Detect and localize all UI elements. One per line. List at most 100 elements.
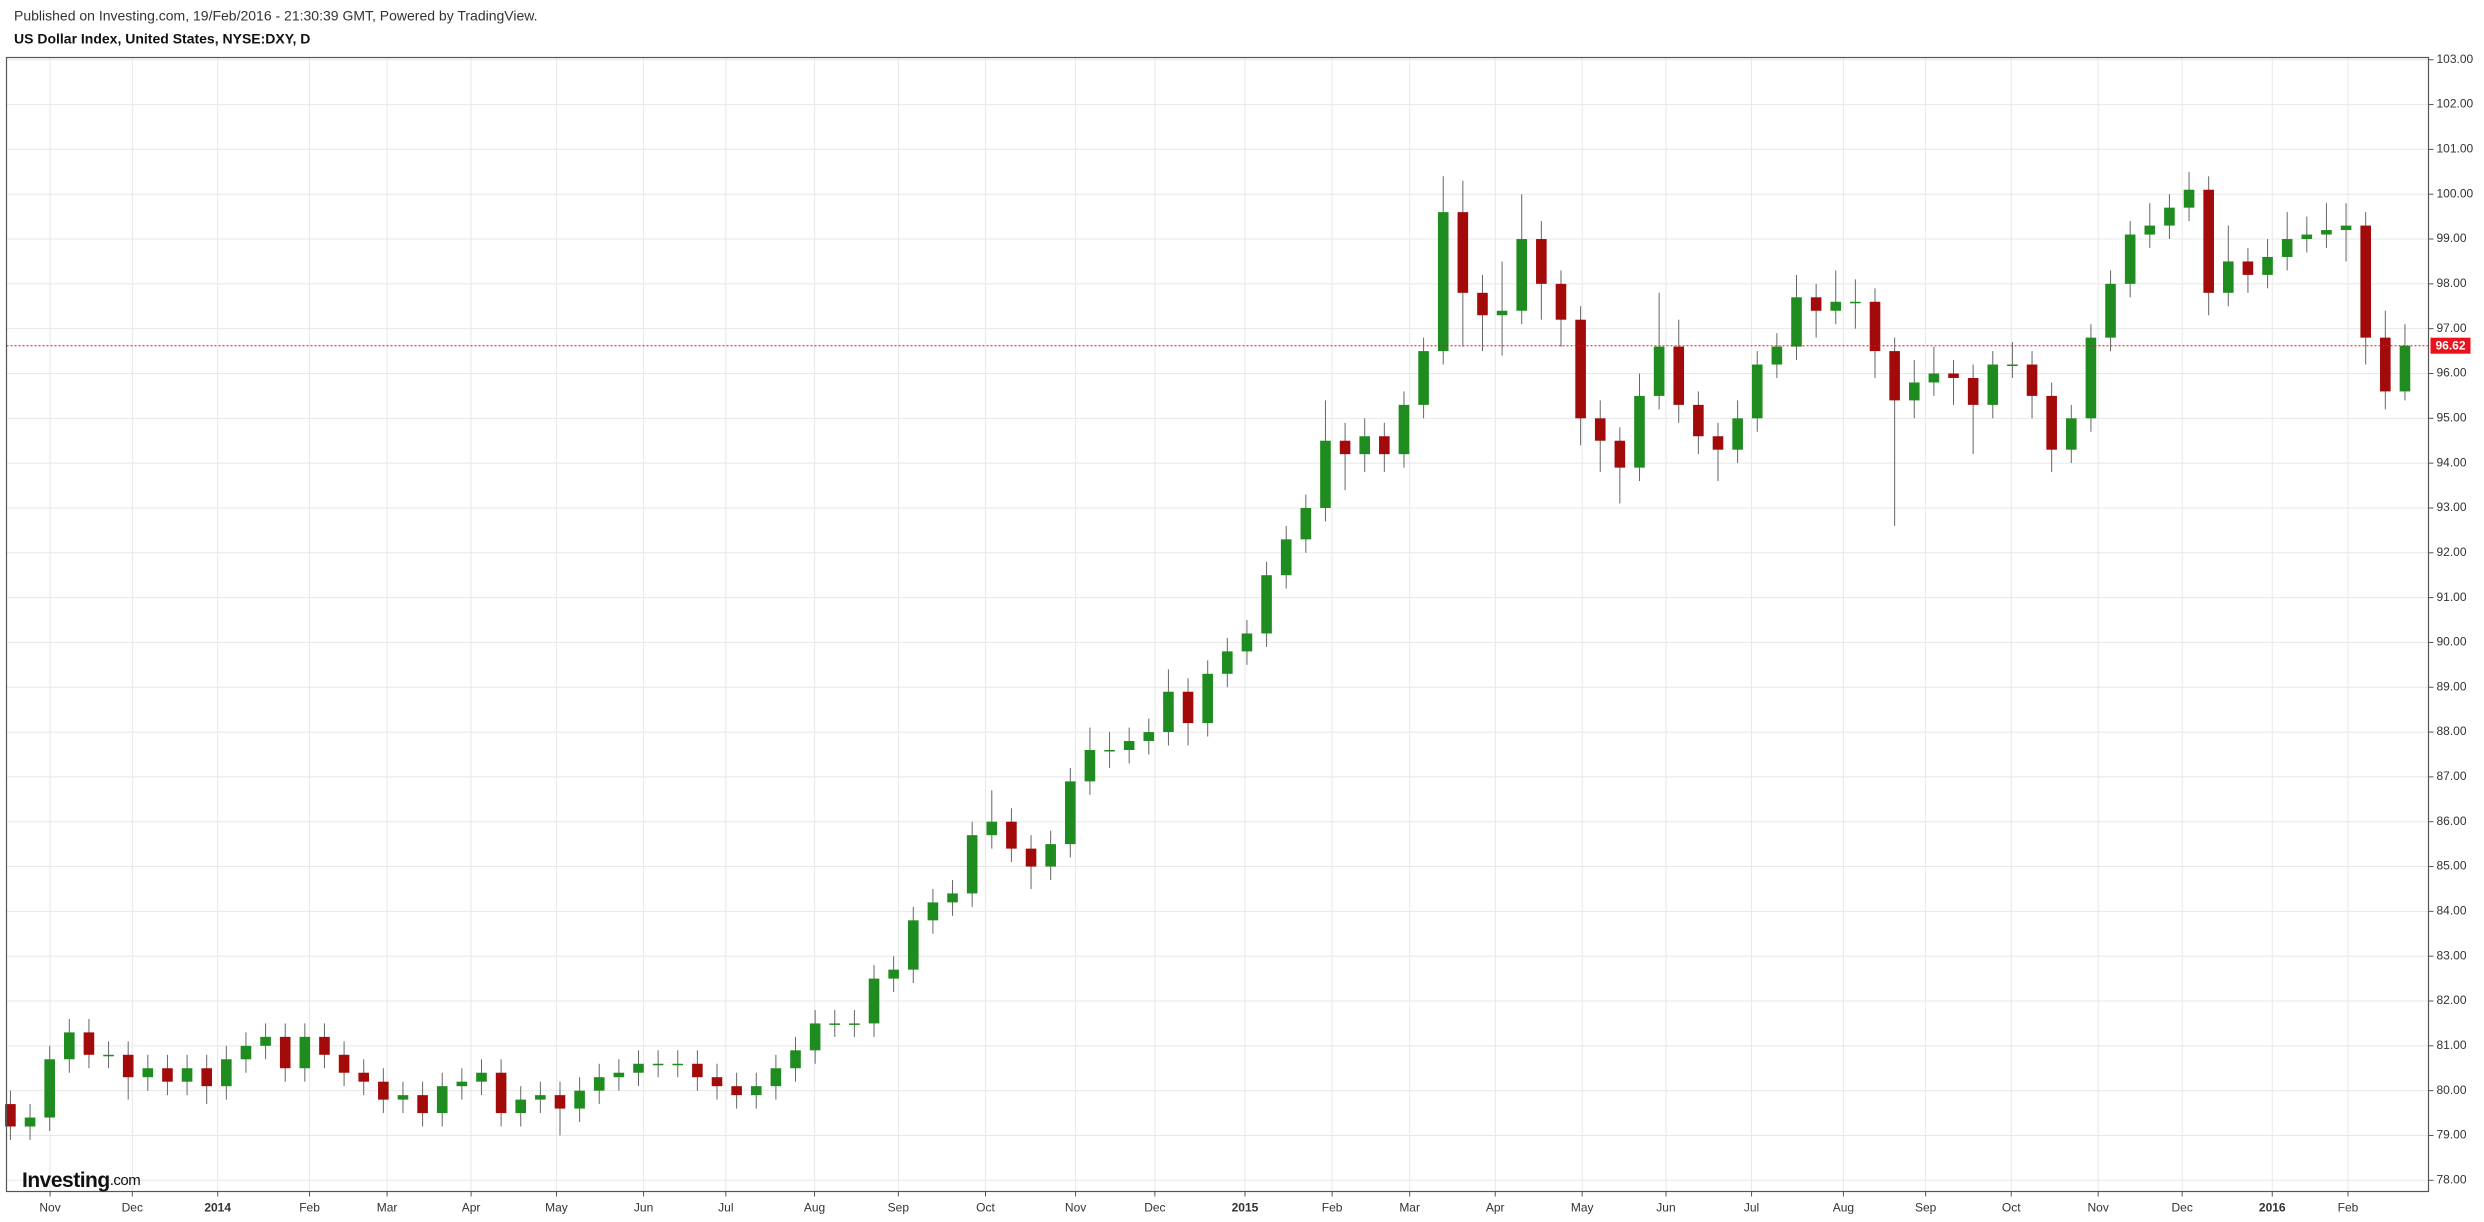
candle-body bbox=[554, 1095, 566, 1109]
candle-body bbox=[201, 1068, 212, 1087]
y-tick-label: 81.00 bbox=[2437, 1038, 2467, 1052]
candle-body bbox=[1791, 297, 1802, 347]
candle-body bbox=[495, 1072, 507, 1114]
x-tick-label: Aug bbox=[804, 1201, 825, 1215]
candle-body bbox=[1948, 373, 1959, 378]
y-tick-label: 101.00 bbox=[2437, 142, 2474, 156]
candle-body bbox=[2223, 261, 2234, 293]
candle-body bbox=[1693, 404, 1704, 437]
candle-body bbox=[181, 1068, 193, 1082]
y-tick-label: 87.00 bbox=[2437, 769, 2467, 783]
candle-body bbox=[417, 1095, 428, 1114]
y-tick-label: 84.00 bbox=[2437, 904, 2467, 918]
candle-body bbox=[2183, 189, 2195, 208]
candle-body bbox=[1477, 292, 1488, 316]
candle-body bbox=[1575, 319, 1586, 419]
candle-body bbox=[1398, 404, 1410, 455]
candle-body bbox=[2124, 234, 2136, 284]
candle-body bbox=[279, 1036, 291, 1069]
candle-body bbox=[809, 1023, 821, 1051]
candle-body bbox=[64, 1032, 75, 1060]
x-tick-label: Jun bbox=[634, 1201, 653, 1215]
candle-body bbox=[83, 1032, 95, 1055]
candle-body bbox=[1516, 239, 1528, 311]
candle-body bbox=[927, 902, 939, 921]
candle-body bbox=[2065, 418, 2077, 450]
x-tick-label: Jun bbox=[1656, 1201, 1675, 1215]
candle-body bbox=[731, 1086, 742, 1096]
x-tick-label: Sep bbox=[888, 1201, 910, 1215]
candle-body bbox=[1712, 436, 1724, 450]
candle-body bbox=[1143, 732, 1155, 742]
plot-frame bbox=[5, 56, 2430, 1193]
candle-body bbox=[613, 1072, 625, 1078]
y-tick-label: 80.00 bbox=[2437, 1083, 2467, 1097]
candle-body bbox=[829, 1023, 841, 1025]
candle-body bbox=[966, 835, 978, 894]
y-tick-label: 102.00 bbox=[2437, 97, 2474, 111]
candle-body bbox=[162, 1068, 173, 1082]
y-tick-label: 89.00 bbox=[2437, 679, 2467, 693]
x-tick-label: Nov bbox=[2088, 1201, 2109, 1215]
candle-body bbox=[1182, 691, 1194, 724]
y-tick-label: 97.00 bbox=[2437, 321, 2467, 335]
y-tick-label: 99.00 bbox=[2437, 231, 2467, 245]
candle-body bbox=[103, 1054, 114, 1057]
candle-body bbox=[672, 1063, 684, 1066]
candle-body bbox=[1751, 364, 1763, 419]
grid bbox=[6, 57, 2429, 1192]
logo-suffix: .com bbox=[110, 1172, 141, 1189]
x-tick-label: Mar bbox=[1399, 1201, 1420, 1215]
candle-body bbox=[1869, 301, 1881, 352]
candle-body bbox=[358, 1072, 370, 1082]
last-price-label: 96.62 bbox=[2435, 338, 2465, 352]
candle-body bbox=[790, 1050, 801, 1069]
y-tick-label: 82.00 bbox=[2437, 993, 2467, 1007]
candle-body bbox=[1300, 507, 1312, 540]
candle-body bbox=[1320, 440, 1331, 508]
candle-body bbox=[1064, 781, 1076, 845]
x-tick-label: Nov bbox=[1065, 1201, 1086, 1215]
x-tick-label: Oct bbox=[976, 1201, 995, 1215]
candle-body bbox=[456, 1081, 468, 1087]
candle-body bbox=[1614, 440, 1626, 468]
candle-body bbox=[849, 1023, 860, 1025]
x-tick-label: Feb bbox=[299, 1201, 320, 1215]
candle-body bbox=[2046, 395, 2057, 450]
y-tick-label: 79.00 bbox=[2437, 1128, 2467, 1142]
candle-body bbox=[44, 1059, 55, 1118]
candle-body bbox=[770, 1068, 782, 1087]
candle-body bbox=[2340, 225, 2352, 231]
logo-main: Investing bbox=[22, 1169, 110, 1192]
candle-body bbox=[221, 1059, 232, 1087]
candle-body bbox=[319, 1036, 330, 1055]
candle-body bbox=[593, 1077, 605, 1091]
candle-body bbox=[1732, 418, 1743, 450]
candle-body bbox=[1006, 821, 1017, 849]
y-tick-label: 83.00 bbox=[2437, 948, 2467, 962]
candle-body bbox=[1889, 351, 1900, 401]
candle-body bbox=[2026, 364, 2038, 396]
candle-body bbox=[142, 1068, 154, 1078]
candle-body bbox=[2203, 189, 2214, 293]
candle-body bbox=[2144, 225, 2156, 235]
y-tick-label: 92.00 bbox=[2437, 545, 2467, 559]
candle-body bbox=[260, 1036, 271, 1046]
candle-body bbox=[2242, 261, 2254, 275]
candle-body bbox=[888, 969, 899, 979]
y-tick-label: 78.00 bbox=[2437, 1172, 2467, 1186]
candle-body bbox=[1771, 346, 1783, 365]
candle-body bbox=[535, 1095, 546, 1100]
candle-body bbox=[1261, 575, 1272, 634]
candle-body bbox=[652, 1063, 664, 1066]
y-tick-label: 95.00 bbox=[2437, 410, 2467, 424]
candle-body bbox=[907, 920, 919, 970]
candle-body bbox=[1222, 651, 1233, 674]
candle-body bbox=[2007, 364, 2018, 367]
candle-body bbox=[2281, 239, 2293, 257]
candles bbox=[5, 171, 2429, 1140]
candle-body bbox=[574, 1090, 585, 1109]
candle-body bbox=[1673, 346, 1685, 405]
x-tick-label: 2015 bbox=[1232, 1201, 1259, 1215]
y-tick-label: 91.00 bbox=[2437, 590, 2467, 604]
